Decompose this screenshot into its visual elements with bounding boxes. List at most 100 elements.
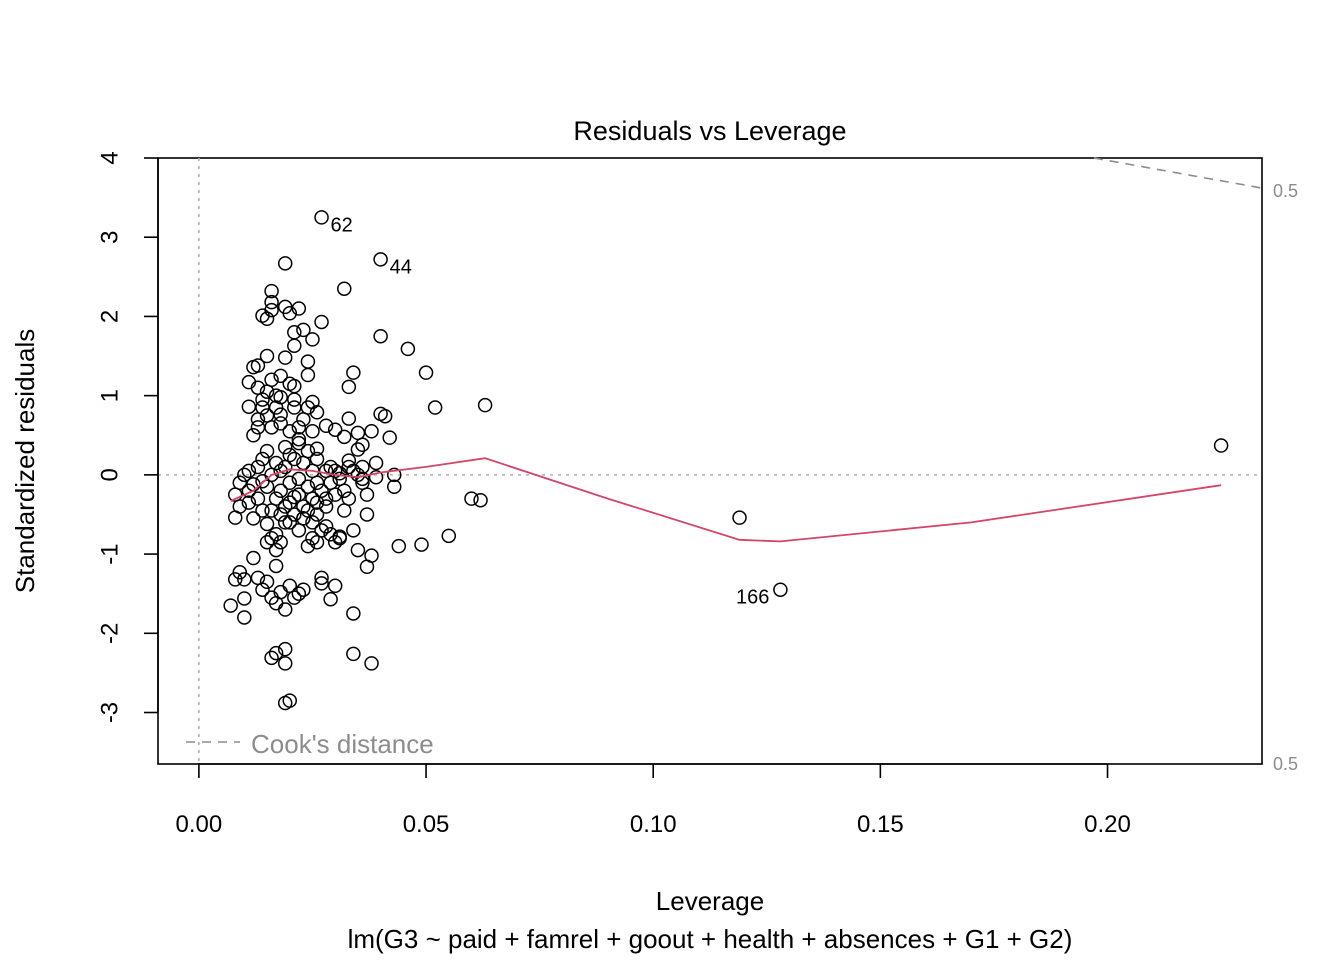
data-point: [232, 565, 248, 580]
data-point: [287, 400, 302, 415]
data-point: [237, 610, 252, 625]
y-tick-label: 3: [97, 231, 124, 244]
data-point: [264, 503, 279, 518]
data-point: [441, 528, 457, 544]
data-point: [273, 368, 288, 384]
data-point: [250, 420, 266, 435]
data-point: [346, 646, 361, 662]
data-point: [341, 459, 357, 475]
data-point: [318, 519, 334, 534]
data-point: [268, 388, 284, 403]
data-point: [332, 530, 347, 546]
data-point: [264, 372, 279, 388]
data-point: [1213, 438, 1229, 453]
data-point: [241, 483, 257, 498]
data-point: [277, 350, 293, 365]
data-point: [282, 376, 298, 392]
data-point: [732, 510, 747, 525]
data-point: [277, 695, 293, 711]
legend-label: Cook's distance: [251, 729, 434, 759]
data-point: [268, 527, 284, 542]
data-point: [314, 314, 329, 330]
data-point: [282, 515, 298, 530]
data-point: [241, 495, 257, 510]
data-point: [332, 471, 347, 487]
point-labels: 62 44 166: [331, 214, 770, 608]
data-point: [273, 534, 288, 550]
data-point: [246, 359, 261, 375]
data-point: [386, 467, 402, 483]
data-point: [296, 499, 311, 514]
data-point: [291, 586, 307, 601]
data-point: [318, 491, 334, 506]
data-point: [273, 416, 288, 431]
cooks-distance-contours: [1093, 157, 1263, 189]
chart-subtitle: lm(G3 ~ paid + famrel + goout + health +…: [348, 924, 1073, 954]
data-point: [227, 572, 243, 587]
y-tick-label: 2: [97, 310, 124, 323]
data-point: [277, 602, 293, 617]
data-point: [259, 408, 275, 423]
data-point: [305, 530, 320, 546]
data-point: [305, 424, 320, 439]
y-tick-label: -3: [97, 702, 124, 723]
data-point: [282, 447, 298, 463]
data-point: [400, 341, 416, 357]
x-tick-label: 0.15: [857, 811, 904, 838]
data-point: [241, 399, 257, 414]
data-point: [232, 475, 248, 491]
data-point: [350, 467, 366, 483]
data-point: [277, 499, 293, 514]
data-point: [255, 400, 270, 415]
data-point: [337, 281, 352, 296]
data-point: [323, 475, 338, 491]
data-point: [300, 367, 316, 383]
y-tick-label: 4: [97, 151, 124, 164]
data-point: [277, 641, 293, 657]
data-point: [477, 397, 493, 413]
data-point: [346, 365, 361, 380]
data-point: [418, 365, 434, 380]
smoother-group: [230, 457, 1222, 543]
data-point: [350, 542, 366, 558]
data-point: [314, 210, 329, 225]
data-point: [259, 574, 275, 590]
scatter-points: [223, 210, 1229, 711]
data-point: [309, 507, 325, 522]
data-point: [300, 354, 316, 369]
data-point: [337, 429, 352, 445]
data-point: [250, 380, 266, 395]
data-point: [264, 294, 279, 310]
data-point: [309, 534, 325, 550]
data-point: [287, 392, 302, 407]
data-point: [282, 578, 298, 594]
data-point: [327, 534, 343, 550]
data-point: [287, 325, 302, 340]
data-point: [268, 455, 284, 471]
data-point: [223, 598, 238, 613]
x-axis-label: Leverage: [656, 886, 764, 916]
x-tick-label: 0.00: [176, 811, 223, 838]
y-tick-label: -2: [97, 623, 124, 644]
y-tick-label: 1: [97, 389, 124, 402]
data-point: [259, 443, 275, 459]
data-point: [268, 542, 284, 558]
data-point: [277, 256, 293, 271]
data-point: [264, 283, 279, 299]
data-point: [287, 507, 302, 522]
data-point: [300, 503, 316, 518]
data-point: [314, 570, 329, 586]
data-point: [341, 491, 357, 506]
data-point: [341, 411, 357, 426]
data-point: [241, 463, 257, 479]
data-point: [296, 511, 311, 526]
data-point: [255, 392, 270, 407]
data-point: [296, 412, 311, 427]
data-point: [327, 578, 343, 594]
data-point: [318, 418, 334, 433]
cooks-contour-upper: [1093, 157, 1263, 189]
data-point: [273, 483, 288, 498]
data-point: [350, 425, 366, 441]
x-tick-label: 0.10: [630, 811, 677, 838]
data-point: [246, 511, 261, 526]
